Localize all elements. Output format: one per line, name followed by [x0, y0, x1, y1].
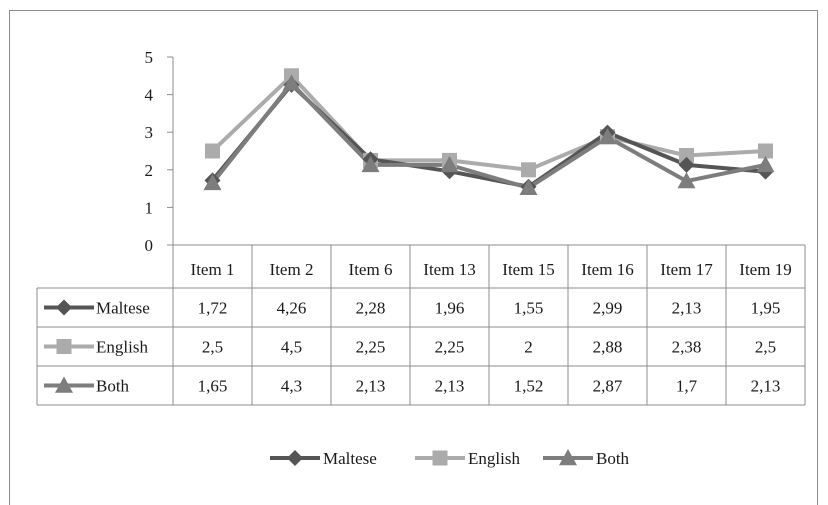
category-label: Item 1 [191, 260, 235, 279]
data-point-both [361, 155, 380, 173]
table-cell-value: 2,38 [672, 338, 702, 357]
data-table: Item 1 Item 2 Item 6 Item 13 Item 15 Item 16 I… [36, 244, 806, 406]
table-cell-value: 2,25 [356, 338, 386, 357]
data-point-both [756, 155, 775, 173]
category-label: Item 15 [502, 260, 554, 279]
data-point-both [282, 74, 301, 91]
data-point-english [205, 143, 220, 159]
table-cell-value: 1,65 [198, 377, 228, 396]
table-cell-value: 1,52 [514, 377, 544, 396]
data-point-english [521, 162, 536, 178]
row-key-triangle-marker [55, 376, 73, 393]
table-cell-value: 1,95 [751, 299, 781, 318]
chart-border [9, 10, 818, 505]
table-cell-value: 2,13 [751, 377, 781, 396]
table-cell-value: 2,5 [755, 338, 776, 357]
y-axis: 0 1 2 3 4 5 [145, 48, 174, 255]
row-header-label: Maltese [96, 299, 150, 318]
category-label: Item 13 [423, 260, 475, 279]
category-label: Item 19 [739, 260, 791, 279]
data-point-both [598, 128, 617, 145]
legend-label: Both [596, 449, 630, 468]
table-cell-value: 2,13 [435, 377, 465, 396]
data-point-both [440, 155, 459, 173]
category-label: Item 6 [349, 260, 393, 279]
table-cell-value: 4,3 [281, 377, 302, 396]
row-key-diamond-marker [56, 299, 72, 316]
table-cell-value: 1,7 [676, 377, 698, 396]
data-point-english [758, 143, 773, 159]
series-line-english [211, 73, 766, 172]
y-tick-label: 4 [145, 86, 154, 105]
table-cell-value: 1,96 [435, 299, 465, 318]
legend: Maltese English Both [270, 449, 630, 468]
data-point-both [519, 178, 538, 196]
table-cell-value: 1,72 [198, 299, 228, 318]
table-cell-value: 2,13 [672, 299, 702, 318]
table-cell-value: 4,5 [281, 338, 302, 357]
data-point-maltese [678, 156, 695, 173]
y-tick-label: 0 [145, 236, 154, 255]
row-header-label: English [96, 338, 148, 357]
category-label: Item 2 [270, 260, 314, 279]
table-cell-value: 2,87 [593, 377, 623, 396]
series-line-both [210, 81, 766, 190]
y-tick-label: 2 [145, 161, 154, 180]
data-point-both [677, 172, 696, 189]
y-tick-label: 3 [145, 123, 154, 142]
category-label: Item 17 [660, 260, 713, 279]
table-cell-value: 2,5 [202, 338, 223, 357]
plot-area [203, 68, 775, 196]
table-cell-value: 2,25 [435, 338, 465, 357]
legend-diamond-marker [287, 450, 303, 466]
row-header-label: Both [96, 377, 130, 396]
legend-label: Maltese [323, 449, 377, 468]
legend-label: English [468, 449, 520, 468]
row-key-square-marker [56, 339, 72, 354]
y-tick-label: 1 [145, 198, 154, 217]
legend-triangle-marker [559, 449, 577, 466]
y-tick-label: 5 [145, 48, 154, 67]
data-point-english [679, 148, 694, 164]
table-cell-value: 2,99 [593, 299, 623, 318]
legend-square-marker [432, 450, 448, 466]
table-cell-value: 2,88 [593, 338, 623, 357]
data-point-both [203, 173, 222, 191]
table-cell-value: 1,55 [514, 299, 544, 318]
table-cell-value: 2,28 [356, 299, 386, 318]
category-label: Item 16 [581, 260, 633, 279]
table-cell-value: 2,13 [356, 377, 386, 396]
table-cell-value: 4,26 [277, 299, 307, 318]
table-cell-value: 2 [524, 338, 533, 357]
